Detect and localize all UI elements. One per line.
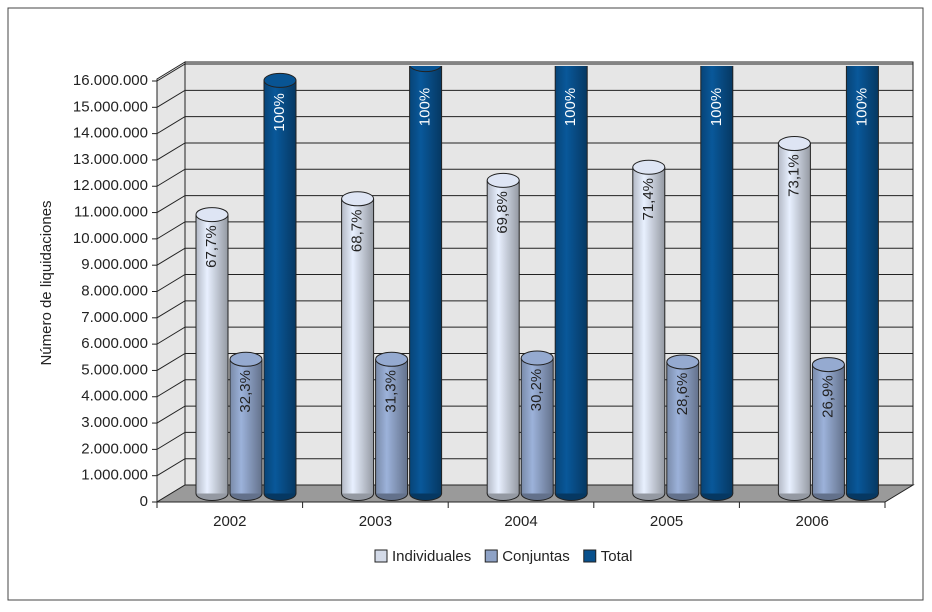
- y-tick-label: 0: [140, 493, 148, 510]
- legend-label: Conjuntas: [502, 548, 570, 565]
- share-label: 71,4%: [640, 178, 657, 221]
- grid-line: [156, 89, 913, 108]
- legend-label: Total: [601, 548, 633, 565]
- share-label: 32,3%: [237, 370, 254, 413]
- y-tick-label: 14.000.000: [73, 125, 148, 142]
- bar-top: [486, 172, 520, 188]
- bar-top: [632, 159, 666, 175]
- bar: [812, 364, 845, 494]
- bar: [196, 214, 228, 494]
- bar: [521, 357, 554, 494]
- y-tick-label: 1.000.000: [81, 467, 148, 484]
- grid-line: [156, 352, 913, 371]
- grid-line: [156, 274, 913, 292]
- y-tick-label: 6.000.000: [81, 335, 148, 352]
- x-tick-label: 2004: [504, 513, 537, 530]
- share-label: 73,1%: [785, 154, 802, 197]
- bar: [555, 66, 588, 494]
- bar: [778, 143, 811, 494]
- share-label: 26,9%: [819, 375, 836, 418]
- y-tick-label: 9.000.000: [81, 256, 148, 273]
- x-tick-label: 2005: [650, 513, 683, 530]
- grid-line: [156, 221, 913, 240]
- bar-top: [666, 354, 700, 370]
- bar-top: [195, 207, 229, 223]
- bar: [632, 167, 665, 494]
- bar: [700, 66, 733, 494]
- share-label: 28,6%: [674, 373, 691, 416]
- bar-top: [811, 357, 845, 373]
- y-tick-label: 5.000.000: [81, 361, 148, 378]
- legend-swatch: [583, 549, 597, 563]
- bar-top: [263, 72, 297, 88]
- share-label: 100%: [708, 88, 725, 126]
- grid-line: [156, 116, 913, 135]
- grid-line: [156, 247, 913, 266]
- legend-label: Individuales: [392, 548, 471, 565]
- share-label: 100%: [271, 93, 288, 131]
- legend-swatch: [484, 549, 498, 563]
- y-tick-label: 3.000.000: [81, 414, 148, 431]
- x-tick-label: 2006: [796, 513, 829, 530]
- grid-line: [156, 168, 913, 187]
- bar: [264, 80, 296, 494]
- share-label: 68,7%: [349, 210, 366, 253]
- grid-line: [156, 326, 913, 345]
- bar: [409, 66, 442, 494]
- grid-line: [156, 63, 913, 82]
- bar-top: [520, 350, 554, 366]
- bar: [846, 66, 879, 494]
- y-tick-label: 11.000.000: [74, 204, 148, 221]
- grid-line: [156, 142, 913, 161]
- bar: [341, 198, 374, 494]
- share-label: 100%: [562, 88, 579, 126]
- side-wall: [156, 61, 186, 503]
- bar-top: [375, 351, 409, 367]
- share-label: 100%: [417, 88, 434, 126]
- x-tick-label: 2002: [213, 513, 246, 530]
- y-tick-label: 16.000.000: [73, 72, 148, 89]
- y-tick-label: 15.000.000: [73, 98, 148, 115]
- share-label: 30,2%: [528, 369, 545, 412]
- bar: [230, 359, 262, 494]
- y-tick-label: 7.000.000: [81, 309, 148, 326]
- y-axis-label: Número de liquidaciones: [38, 200, 55, 365]
- y-tick-label: 2.000.000: [81, 440, 148, 457]
- y-tick-label: 12.000.000: [73, 177, 148, 194]
- legend-swatch: [374, 549, 388, 563]
- x-tick-label: 2003: [359, 513, 392, 530]
- share-label: 67,7%: [203, 225, 220, 268]
- bar: [666, 361, 699, 494]
- bar: [487, 180, 520, 494]
- y-tick-label: 4.000.000: [81, 388, 148, 405]
- bar-top: [341, 191, 375, 207]
- bar-top: [777, 136, 811, 152]
- grid-line: [156, 300, 913, 319]
- y-tick-label: 10.000.000: [73, 230, 148, 247]
- y-tick-label: 13.000.000: [73, 151, 148, 168]
- share-label: 100%: [853, 88, 870, 126]
- bar-top: [229, 351, 263, 367]
- bar-top: [409, 66, 442, 73]
- share-label: 31,3%: [383, 370, 400, 413]
- share-label: 69,8%: [494, 191, 511, 234]
- y-tick-label: 8.000.000: [81, 282, 148, 299]
- grid-line: [156, 195, 913, 213]
- bar: [375, 359, 408, 494]
